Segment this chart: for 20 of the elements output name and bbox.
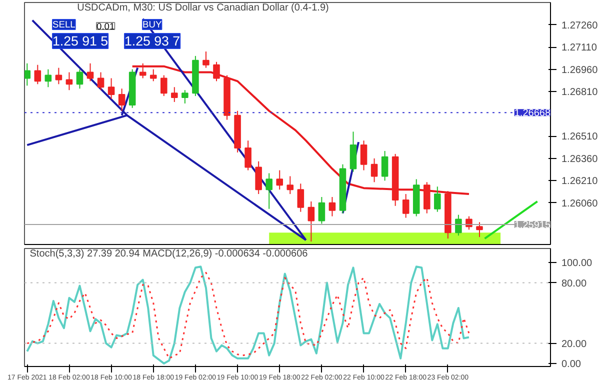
y-tick-label: 1.26360 [562,154,598,165]
y-tick-label: 20.00 [562,338,587,350]
chart-title: USDCADm, M30: US Dollar vs Canadian Dollar (0.4-1.9) [77,2,329,14]
y-tick-label: 80.00 [562,278,587,290]
y-tick-label: 1.27110 [562,42,598,54]
annotation: 1.25 91 5 [52,34,108,48]
annotation: 0.01 [96,22,115,32]
y-tick-label: 1.26060 [562,198,598,210]
annotation: BUY [142,20,162,30]
y-tick-label: 1.26510 [562,132,598,143]
y-tick-label: 1.26960 [562,64,598,76]
ref-line-label: 1.25915 [514,220,551,231]
y-tick-label: 100.00 [562,258,593,270]
annotation: SELL [52,20,76,30]
y-tick-label: 0.00 [562,358,582,370]
y-tick-label: 1.27260 [562,20,598,32]
annotation: 1.25 93 7 [124,34,180,48]
chart-title: Stoch(5,3,3) 27.39 20.94 MACD(12,26,9) -0.000634 -0.000606 [30,248,308,260]
y-tick-label: 1.26210 [562,176,598,188]
y-tick-label: 1.26810 [562,87,598,98]
